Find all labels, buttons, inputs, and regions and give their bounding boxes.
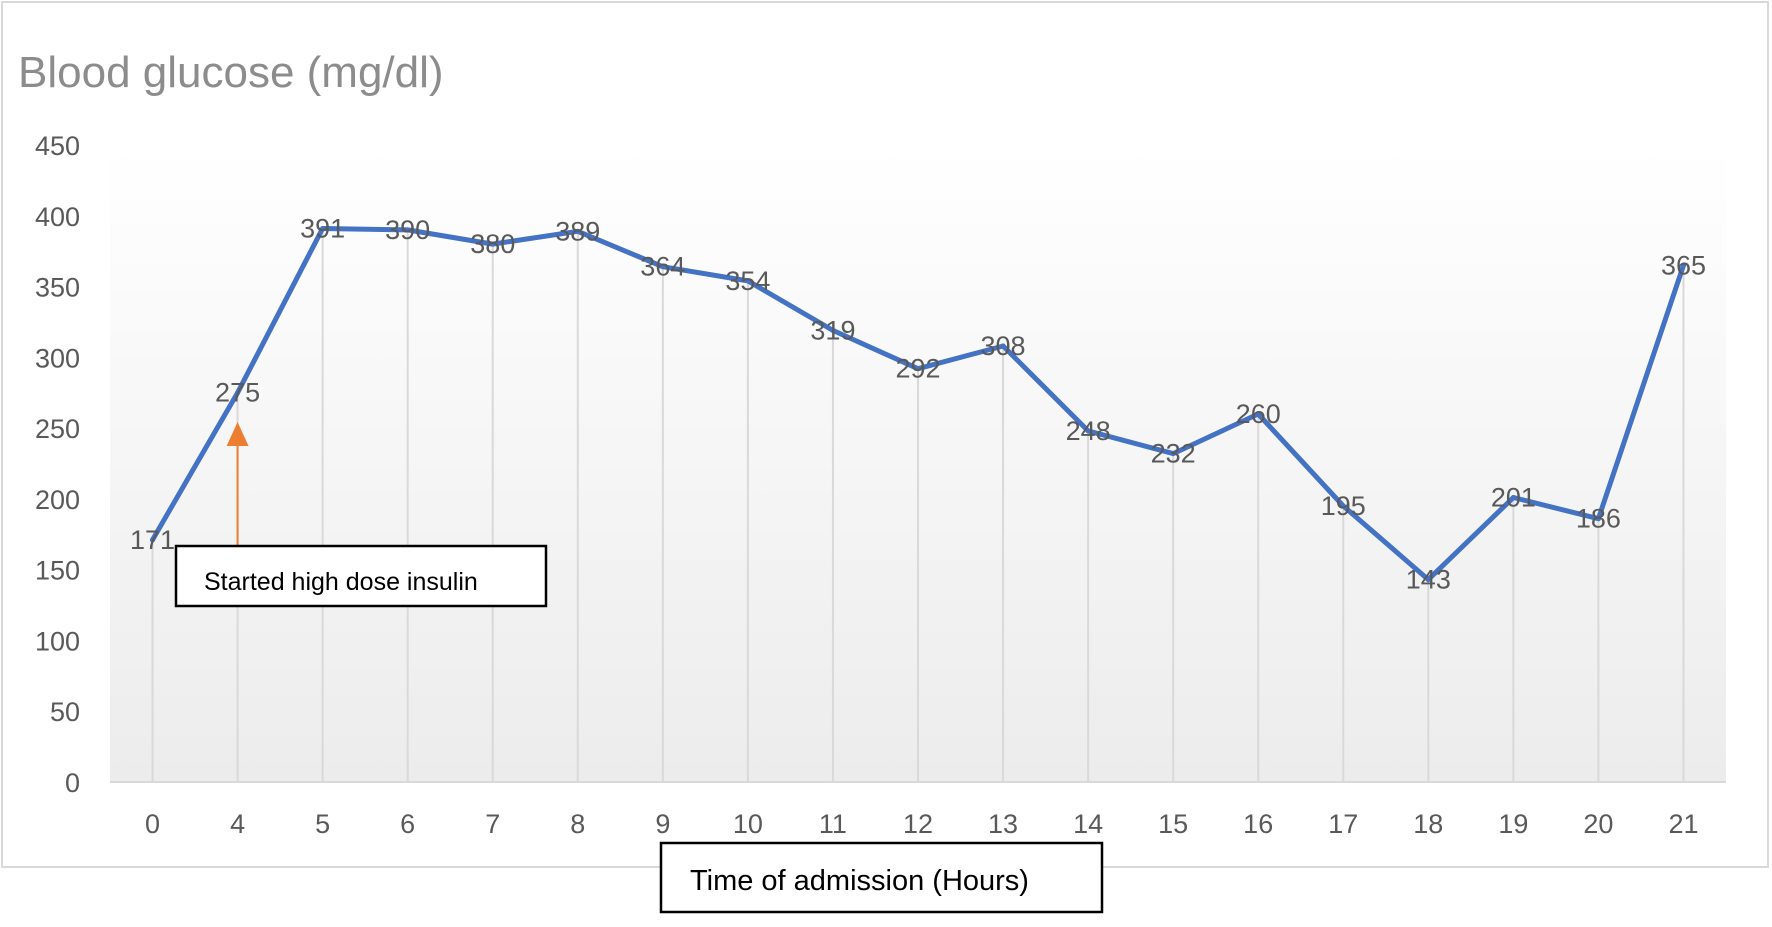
y-tick-label: 300 [35, 343, 80, 373]
y-tick-label: 250 [35, 414, 80, 444]
data-point [830, 327, 836, 333]
data-label: 354 [725, 266, 770, 296]
data-label: 232 [1151, 439, 1196, 469]
x-tick-label: 9 [655, 809, 670, 839]
x-tick-label: 0 [145, 809, 160, 839]
data-label: 391 [300, 214, 345, 244]
x-tick-label: 14 [1073, 809, 1103, 839]
data-label: 319 [810, 315, 855, 345]
drop-lines [151, 228, 1685, 782]
data-label: 143 [1406, 565, 1451, 595]
data-label: 380 [470, 229, 515, 259]
data-point [1680, 262, 1686, 268]
x-tick-label: 15 [1158, 809, 1188, 839]
y-tick-label: 350 [35, 273, 80, 303]
x-tick-label: 18 [1413, 809, 1443, 839]
data-point [1085, 428, 1091, 434]
data-point [1510, 494, 1516, 500]
data-label: 389 [555, 216, 600, 246]
data-point [1000, 343, 1006, 349]
x-tick-label: 13 [988, 809, 1018, 839]
annotation-arrow-head [226, 422, 249, 446]
data-point [745, 278, 751, 284]
y-tick-label: 400 [35, 202, 80, 232]
data-point [235, 390, 241, 396]
data-label: 308 [981, 331, 1026, 361]
data-point [490, 241, 496, 247]
y-tick-label: 200 [35, 485, 80, 515]
data-label: 364 [640, 252, 685, 282]
x-axis-title-group: Time of admission (Hours) [659, 841, 1104, 914]
y-tick-label: 50 [50, 697, 80, 727]
data-label: 195 [1321, 491, 1366, 521]
y-tick-label: 0 [65, 768, 80, 798]
x-tick-label: 11 [819, 809, 847, 839]
x-axis-ticks: 0 4 5 6 7 8 9 10 11 12 13 14 15 16 17 18 19 20 21 [145, 809, 1698, 839]
data-point [1340, 503, 1346, 509]
data-label: 171 [130, 525, 175, 555]
x-tick-label: 8 [570, 809, 585, 839]
data-point [1255, 411, 1261, 417]
data-label: 292 [895, 354, 940, 384]
x-axis-title-box [659, 841, 1104, 914]
data-point [1425, 577, 1431, 583]
data-label: 201 [1491, 482, 1536, 512]
y-axis-ticks: 0 50 100 150 200 250 300 350 400 450 [35, 131, 80, 798]
data-point [1170, 451, 1176, 457]
data-label: 275 [215, 378, 260, 408]
data-label: 365 [1661, 250, 1706, 280]
data-point [150, 537, 156, 543]
x-tick-label: 5 [315, 809, 330, 839]
series-line-layer [150, 226, 1686, 583]
data-label: 248 [1066, 416, 1111, 446]
x-tick-label: 4 [230, 809, 245, 839]
x-tick-label: 16 [1243, 809, 1273, 839]
insulin-annotation: Started high dose insulin [174, 422, 548, 608]
data-labels: 171 275 391 390 380 389 364 354 319 292 308 248 232 2… [130, 214, 1706, 595]
data-point [1595, 516, 1601, 522]
x-tick-label: 7 [485, 809, 500, 839]
x-tick-label: 6 [400, 809, 415, 839]
data-point [915, 366, 921, 372]
data-label: 390 [385, 215, 430, 245]
data-point [405, 227, 411, 233]
annotation-box [174, 544, 548, 608]
annotation-text: Started high dose insulin [204, 568, 478, 596]
x-tick-label: 12 [903, 809, 933, 839]
data-point [660, 264, 666, 270]
data-label: 260 [1236, 399, 1281, 429]
x-tick-label: 19 [1498, 809, 1528, 839]
y-tick-label: 100 [35, 626, 80, 656]
data-label: 186 [1576, 504, 1621, 534]
data-point [320, 226, 326, 232]
x-tick-label: 17 [1328, 809, 1358, 839]
data-point [575, 228, 581, 234]
x-tick-label: 21 [1668, 809, 1698, 839]
chart-title: Blood glucose (mg/dl) [18, 48, 444, 97]
y-tick-label: 150 [35, 556, 80, 586]
x-tick-label: 10 [733, 809, 763, 839]
x-tick-label: 20 [1583, 809, 1613, 839]
x-axis-title: Time of admission (Hours) [690, 865, 1029, 897]
y-tick-label: 450 [35, 131, 80, 161]
